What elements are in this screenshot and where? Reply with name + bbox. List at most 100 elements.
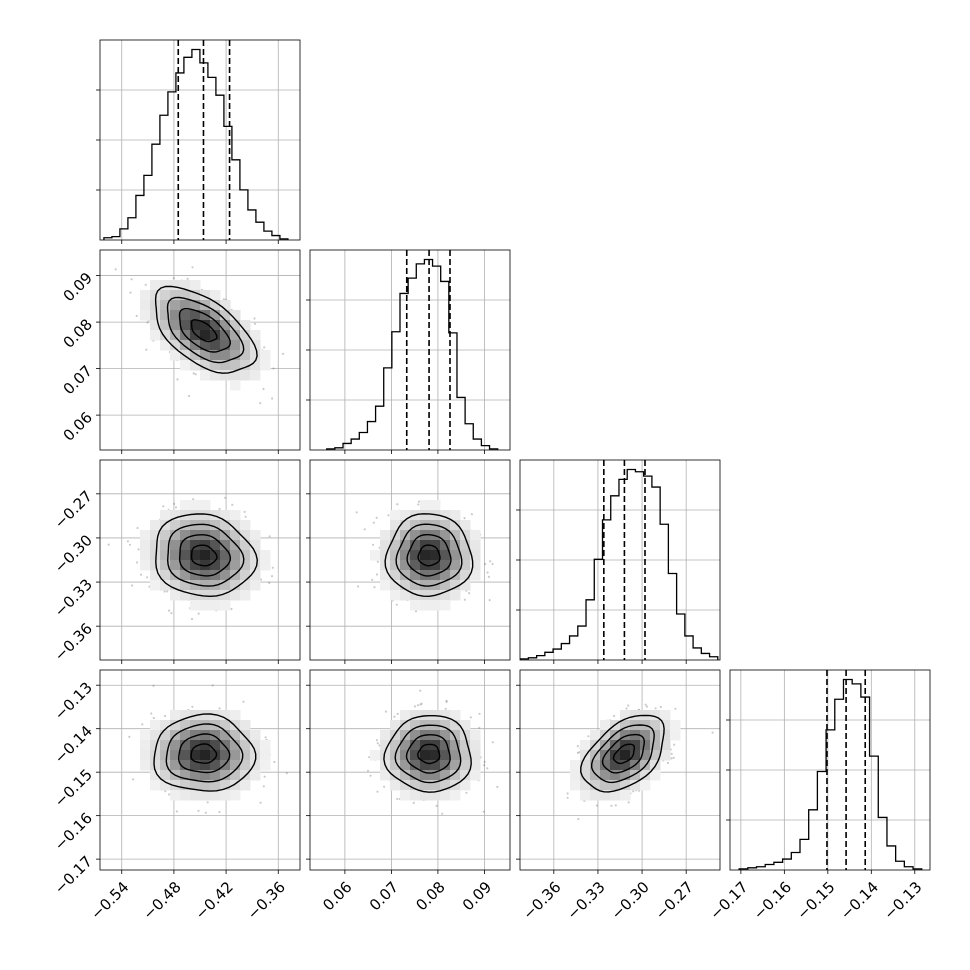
density-cell xyxy=(390,730,401,741)
density-cell xyxy=(200,760,211,771)
density-cell xyxy=(590,770,601,781)
density-cell xyxy=(230,760,241,771)
contour-line xyxy=(417,544,441,567)
density-cell xyxy=(190,510,201,521)
density-cell xyxy=(170,330,181,341)
density-cell xyxy=(140,290,151,301)
density-cell xyxy=(260,360,271,371)
scatter-point xyxy=(395,603,398,606)
density-cell xyxy=(180,300,191,311)
density-cell xyxy=(210,330,221,341)
density-cell xyxy=(210,770,221,781)
density-cell xyxy=(180,540,191,551)
density-cell xyxy=(260,550,271,561)
contour-line xyxy=(155,513,259,598)
density-cell xyxy=(140,540,151,551)
density-cell xyxy=(240,590,251,601)
density-cell xyxy=(260,740,271,751)
density-cell xyxy=(200,730,211,741)
density-cell xyxy=(620,710,631,721)
density-cell xyxy=(440,760,451,771)
density-cell xyxy=(190,550,201,561)
density-cell xyxy=(440,590,451,601)
density-cell xyxy=(230,770,241,781)
density-cell xyxy=(410,550,421,561)
scatter-point xyxy=(632,790,635,793)
density-cell xyxy=(230,380,241,391)
density-cell xyxy=(250,350,261,361)
density-cell xyxy=(640,780,651,791)
density-cell xyxy=(390,550,401,561)
density-cell xyxy=(160,720,171,731)
scatter-point xyxy=(146,321,149,324)
density-cell xyxy=(230,730,241,741)
density-cell xyxy=(150,730,161,741)
scatter-point xyxy=(272,367,275,370)
density-cell xyxy=(400,580,411,591)
density-cell xyxy=(180,590,191,601)
scatter-point xyxy=(355,511,358,514)
contour-line xyxy=(153,713,257,792)
scatter-point xyxy=(172,277,175,280)
density-cell xyxy=(210,730,221,741)
scatter-point xyxy=(170,612,173,615)
density-cell xyxy=(470,730,481,741)
scatter-point xyxy=(369,774,372,777)
density-cell xyxy=(440,580,451,591)
density-cell xyxy=(260,560,271,571)
scatter-point xyxy=(383,785,386,788)
scatter-point xyxy=(262,785,265,788)
scatter-point xyxy=(645,705,649,708)
density-cell xyxy=(150,780,161,791)
density-cell xyxy=(190,740,201,751)
y-tick-label: 0.09 xyxy=(60,269,96,305)
density-cell xyxy=(380,750,391,761)
contour-line xyxy=(580,714,665,793)
density-cell xyxy=(230,330,241,341)
density-cell xyxy=(240,350,251,361)
density-cell xyxy=(420,510,431,521)
contour-line xyxy=(591,724,655,784)
density-cell xyxy=(390,570,401,581)
panel-frame xyxy=(99,459,301,661)
scatter-point xyxy=(282,352,285,355)
scatter-point xyxy=(130,278,133,281)
scatter-point xyxy=(414,610,418,613)
density-cell xyxy=(450,790,461,801)
density-cell xyxy=(400,520,411,531)
y-tick-label: −0.17 xyxy=(51,852,96,897)
histogram-step xyxy=(326,258,499,450)
density-cell xyxy=(210,790,221,801)
scatter-point xyxy=(152,684,155,687)
density-cell xyxy=(410,750,421,761)
density-cell xyxy=(220,510,231,521)
density-cell xyxy=(390,770,401,781)
y-tick-label: −0.14 xyxy=(51,722,96,767)
scatter-point xyxy=(222,298,225,301)
density-cell xyxy=(450,590,461,601)
density-cell xyxy=(440,770,451,781)
density-cell xyxy=(620,760,631,771)
density-cell xyxy=(380,580,391,591)
density-cell xyxy=(150,310,161,321)
density-cell xyxy=(200,790,211,801)
y-tick-label: −0.15 xyxy=(51,765,96,810)
scatter-point xyxy=(187,394,191,398)
density-cell xyxy=(190,570,201,581)
scatter-point xyxy=(230,607,233,611)
density-cell xyxy=(190,770,201,781)
density-cell xyxy=(150,560,161,571)
density-cell xyxy=(450,750,461,761)
density-cell xyxy=(400,510,411,521)
scatter-point xyxy=(654,707,657,710)
panel-content xyxy=(310,250,510,450)
density-cell xyxy=(380,730,391,741)
density-cell xyxy=(140,550,151,561)
scatter-point xyxy=(576,745,580,748)
density-cell xyxy=(160,550,171,561)
density-cell xyxy=(220,740,231,751)
scatter-point xyxy=(670,757,673,760)
density-cell xyxy=(380,740,391,751)
density-cell xyxy=(220,580,231,591)
density-cell xyxy=(390,780,401,791)
